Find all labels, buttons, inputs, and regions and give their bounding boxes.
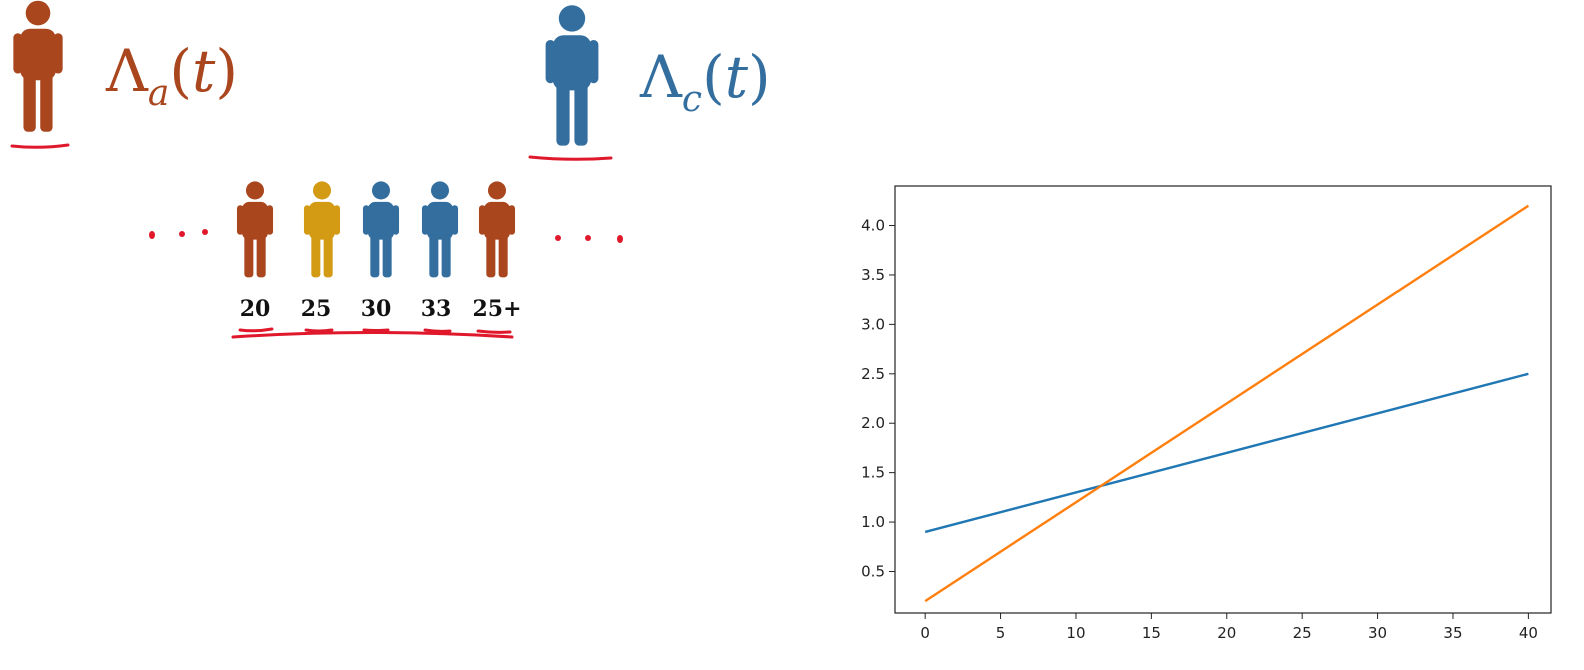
- person-icon: [236, 181, 274, 278]
- lambda-c-formula: Λc(t): [640, 43, 771, 120]
- person-icon: [421, 181, 459, 278]
- plot-frame: [894, 185, 1552, 614]
- age-label: 25: [300, 296, 332, 322]
- y-tick-label: 2.0: [861, 414, 885, 432]
- y-axis: 0.5 1.0 1.5 2.0 2.5 3.0 3.5 4.0: [861, 217, 895, 580]
- series-group: [924, 204, 1530, 603]
- x-tick-label: 5: [996, 624, 1006, 642]
- x-tick-label: 20: [1217, 624, 1236, 642]
- lambda-c-symbol: Λ: [640, 43, 682, 111]
- person-a-underline: [10, 143, 70, 149]
- x-axis: 0 5 10 15 20 25 30 35 40: [920, 613, 1538, 642]
- series-line-2: [924, 204, 1530, 603]
- person-c-underline: [528, 155, 613, 161]
- person-c-icon: [545, 5, 599, 146]
- lambda-a-formula: Λa(t): [106, 37, 238, 114]
- annotation-panel: Λa(t) Λc(t) 20 25 30 33 25+: [10, 0, 771, 339]
- lambda-a-subscript: a: [147, 73, 170, 114]
- x-tick-label: 30: [1368, 624, 1387, 642]
- x-tick-label: 25: [1293, 624, 1312, 642]
- lambda-a-symbol: Λ: [106, 37, 148, 105]
- x-tick-label: 0: [920, 624, 930, 642]
- person-sequence: [236, 181, 516, 278]
- age-label: 30: [360, 296, 392, 322]
- series-line-1: [924, 372, 1529, 534]
- person-a-icon: [13, 0, 63, 132]
- y-tick-label: 3.0: [861, 315, 885, 333]
- x-tick-label: 10: [1066, 624, 1085, 642]
- y-tick-label: 3.5: [861, 266, 885, 284]
- x-tick-label: 35: [1443, 624, 1462, 642]
- x-tick-label: 15: [1142, 624, 1161, 642]
- y-tick-label: 0.5: [861, 562, 885, 580]
- age-label: 20: [239, 296, 271, 322]
- annotation-drawing: [10, 0, 623, 339]
- age-label: 25+: [472, 296, 522, 322]
- person-icon: [478, 181, 516, 278]
- person-icon: [362, 181, 400, 278]
- lambda-c-subscript: c: [681, 79, 703, 120]
- ellipsis-left: [149, 229, 208, 239]
- x-tick-label: 40: [1519, 624, 1538, 642]
- y-tick-label: 1.0: [861, 513, 885, 531]
- ellipsis-right: [555, 235, 623, 243]
- lambda-c-arg: t: [724, 43, 749, 111]
- age-underlines: [231, 327, 514, 339]
- person-icon: [303, 181, 341, 278]
- y-tick-label: 4.0: [861, 217, 885, 235]
- y-tick-label: 2.5: [861, 365, 885, 383]
- chart-canvas: 0 5 10 15 20 25 30 35 40 0.5 1.0 1.5 2.0 2.5 3.0 3.5 4.…: [861, 185, 1552, 642]
- lambda-a-arg: t: [192, 37, 216, 105]
- line-chart: 0 5 10 15 20 25 30 35 40 0.5 1.0 1.5 2.0 2.5 3.0 3.5 4.…: [820, 170, 1570, 665]
- y-tick-label: 1.5: [861, 464, 885, 482]
- age-label: 33: [420, 296, 452, 322]
